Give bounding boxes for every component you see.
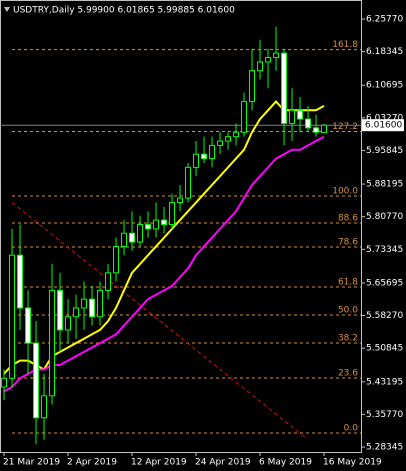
candle-body (65, 316, 71, 331)
candle-body (225, 136, 231, 142)
y-tick-label: 5.28345 (366, 443, 403, 453)
candle-body (89, 298, 95, 318)
candle-body (81, 298, 87, 309)
candle-body (153, 219, 159, 230)
candle-body (313, 127, 319, 133)
y-tick-label: 6.18345 (366, 47, 403, 57)
candle-body (289, 109, 295, 124)
candle-body (113, 245, 119, 274)
candle-body (105, 272, 111, 291)
candle-body (201, 153, 207, 160)
candle-body (177, 197, 183, 204)
candle-body (281, 52, 287, 124)
candle-body (297, 109, 303, 120)
candle-body (137, 223, 143, 243)
x-tick-label: 12 Apr 2019 (131, 458, 187, 468)
y-tick-label: 5.95845 (366, 146, 403, 156)
y-tick-label: 5.88195 (366, 180, 403, 190)
candle-body (161, 219, 167, 225)
y-tick-label: 5.50845 (366, 344, 403, 354)
moving-average (3, 99, 325, 375)
last-price-label: 6.01600 (365, 121, 402, 131)
fib-label: 38.2 (338, 334, 358, 344)
candle-body (97, 289, 103, 318)
candle-body (17, 254, 23, 309)
x-tick-label: 16 May 2019 (323, 458, 382, 468)
x-tick-label: 2 Apr 2019 (67, 458, 117, 468)
last-price-box (362, 119, 404, 132)
candle-body (273, 52, 279, 59)
collapse-icon (4, 7, 10, 12)
candle-body (33, 342, 39, 419)
candle-body (145, 223, 151, 230)
y-tick-label: 5.58270 (366, 311, 403, 321)
x-tick-label: 6 May 2019 (259, 458, 312, 468)
candle-body (73, 307, 79, 318)
candle-body (185, 166, 191, 199)
candle-body (9, 254, 15, 379)
y-tick-label: 5.35770 (366, 410, 403, 420)
candle-body (49, 289, 55, 397)
y-tick-label: 5.80770 (366, 212, 403, 222)
fib-label: 23.6 (338, 369, 358, 379)
fib-label: 78.6 (338, 238, 358, 248)
candle-body (241, 100, 247, 133)
y-tick-label: 5.65695 (366, 278, 403, 288)
candle-body (121, 232, 127, 247)
y-tick-label: 5.73345 (366, 245, 403, 255)
candle-body (209, 144, 215, 160)
candle-body (217, 140, 223, 146)
fib-label: 127.2 (332, 122, 358, 132)
y-tick-label: 5.43195 (366, 377, 403, 387)
chart-title: USDTRY,Daily 5.99900 6.01865 5.99885 6.0… (13, 6, 235, 16)
fib-label: 61.8 (338, 277, 358, 287)
candle-body (169, 202, 175, 225)
x-tick-label: 24 Apr 2019 (195, 458, 251, 468)
candle-body (57, 289, 63, 331)
fib-label: 161.8 (332, 40, 358, 50)
moving-average (3, 135, 325, 393)
x-tick-label: 21 Mar 2019 (3, 458, 60, 468)
candle-body (265, 57, 271, 63)
candle-body (257, 61, 263, 72)
fib-label: 88.6 (338, 214, 358, 224)
y-tick-label: 6.25770 (366, 15, 403, 25)
candle-body (1, 377, 7, 388)
candle-body (321, 124, 327, 134)
candle-body (129, 232, 135, 243)
fib-label: 50.0 (338, 306, 358, 316)
fib-label: 0.0 (344, 424, 359, 434)
candle-body (233, 131, 239, 138)
plot-frame (0, 0, 362, 453)
fib-label: 100.0 (332, 187, 358, 197)
candle-body (41, 395, 47, 419)
candle-body (193, 153, 199, 168)
candle-body (25, 307, 31, 344)
candle-body (305, 118, 311, 129)
y-tick-label: 6.10695 (366, 81, 403, 91)
candle-body (249, 70, 255, 102)
y-tick-label: 6.03270 (366, 113, 403, 123)
